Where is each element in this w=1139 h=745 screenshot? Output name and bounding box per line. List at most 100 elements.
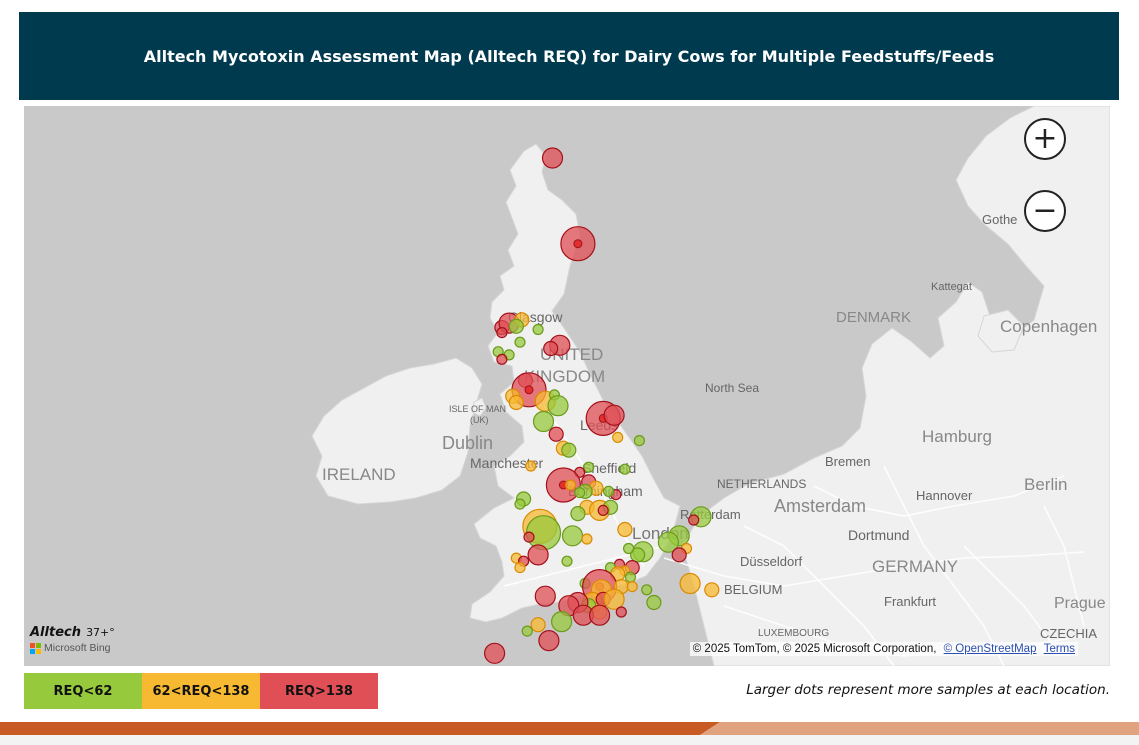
footer-stripe	[0, 722, 1139, 735]
label-belgium: BELGIUM	[724, 582, 783, 597]
openstreetmap-link[interactable]: © OpenStreetMap	[943, 643, 1037, 655]
map-marker-mid[interactable]	[525, 460, 537, 472]
label-frankfurt: Frankfurt	[884, 594, 936, 609]
map-marker-low[interactable]	[646, 594, 662, 611]
map-marker-high[interactable]	[688, 514, 700, 526]
map-marker-high[interactable]	[548, 426, 564, 442]
map-branding: Alltech 37+° Microsoft Bing	[30, 621, 115, 654]
map-marker-high[interactable]	[541, 147, 564, 169]
map-attribution: © 2025 TomTom, © 2025 Microsoft Corporat…	[689, 642, 1078, 656]
microsoft-logo-icon	[30, 642, 41, 654]
map-marker-low[interactable]	[532, 323, 544, 336]
label-berlin: Berlin	[1024, 475, 1067, 494]
map-marker-high[interactable]	[615, 606, 627, 618]
label-dortmund: Dortmund	[848, 527, 909, 543]
legend-label-low: REQ<62	[53, 683, 113, 699]
map-marker-mid[interactable]	[508, 394, 524, 411]
map-view[interactable]: Glasgow UNITED KINGDOM ISLE OF MAN (UK) …	[24, 106, 1110, 666]
label-hamburg: Hamburg	[922, 427, 992, 446]
zoom-in-button[interactable]: +	[1024, 118, 1066, 160]
map-marker-low[interactable]	[521, 625, 533, 637]
road-layer	[503, 405, 1085, 666]
map-marker-high[interactable]	[538, 629, 560, 652]
label-gothenburg: Gothe	[982, 212, 1017, 227]
alltech-logo: Alltech	[30, 625, 81, 640]
map-marker-low[interactable]	[641, 584, 653, 596]
map-marker-center	[573, 239, 583, 249]
label-luxembourg: LUXEMBOURG	[758, 628, 829, 639]
terms-link[interactable]: Terms	[1043, 643, 1075, 655]
label-germany: GERMANY	[872, 557, 958, 576]
label-bremen: Bremen	[825, 454, 871, 469]
label-uk: (UK)	[470, 415, 489, 425]
legend-item-high: REQ>138	[260, 673, 378, 709]
map-marker-low[interactable]	[570, 506, 586, 522]
map-marker-high[interactable]	[496, 353, 508, 365]
footer-band	[0, 735, 1139, 745]
size-note: Larger dots represent more samples at ea…	[746, 682, 1110, 698]
map-marker-low[interactable]	[514, 498, 526, 510]
map-marker-mid[interactable]	[626, 581, 638, 593]
label-dublin: Dublin	[442, 433, 493, 453]
label-isle-of-man: ISLE OF MAN	[449, 404, 506, 414]
land-ireland	[311, 357, 483, 505]
land-isle-of-man	[471, 397, 487, 417]
map-marker-high[interactable]	[603, 404, 625, 426]
attribution-text: © 2025 TomTom, © 2025 Microsoft Corporat…	[692, 643, 937, 655]
legend-item-mid: 62<REQ<138	[142, 673, 260, 709]
map-marker-mid[interactable]	[704, 582, 720, 598]
page-title: Alltech Mycotoxin Assessment Map (Alltec…	[143, 46, 995, 66]
map-marker-low[interactable]	[561, 555, 573, 567]
label-kattegat: Kattegat	[931, 281, 972, 293]
map-marker-high[interactable]	[588, 604, 611, 626]
legend-item-low: REQ<62	[24, 673, 142, 709]
bing-logo: Microsoft Bing	[44, 642, 111, 654]
map-marker-high[interactable]	[597, 504, 609, 516]
map-marker-low[interactable]	[619, 463, 631, 475]
marker-layer[interactable]	[484, 147, 720, 664]
map-marker-low[interactable]	[550, 610, 573, 633]
zoom-out-button[interactable]: −	[1024, 190, 1066, 232]
map-marker-low[interactable]	[657, 531, 680, 553]
basemap[interactable]: Glasgow UNITED KINGDOM ISLE OF MAN (UK) …	[24, 106, 1110, 666]
map-marker-mid[interactable]	[564, 479, 577, 491]
map-marker-mid[interactable]	[514, 562, 526, 574]
map-marker-high[interactable]	[671, 547, 687, 563]
label-dusseldorf: Düsseldorf	[740, 554, 803, 569]
map-marker-low[interactable]	[574, 487, 586, 499]
map-marker-low[interactable]	[532, 410, 555, 433]
map-marker-low[interactable]	[602, 485, 615, 497]
map-marker-low[interactable]	[629, 547, 646, 563]
map-marker-mid[interactable]	[617, 521, 633, 538]
label-manchester: Manchester	[470, 455, 543, 471]
map-marker-low[interactable]	[583, 461, 595, 473]
map-marker-low[interactable]	[547, 395, 569, 417]
legend-label-mid: 62<REQ<138	[152, 683, 250, 699]
map-marker-low[interactable]	[561, 525, 584, 547]
map-marker-low[interactable]	[633, 435, 646, 447]
map-marker-low[interactable]	[624, 571, 637, 583]
map-marker-high[interactable]	[496, 327, 508, 339]
plus-icon: +	[1032, 121, 1058, 156]
map-marker-mid[interactable]	[603, 588, 625, 610]
map-marker-high[interactable]	[484, 642, 506, 664]
label-prague: Prague	[1054, 595, 1106, 612]
map-marker-high[interactable]	[527, 544, 549, 566]
map-marker-high[interactable]	[534, 585, 556, 607]
legend: REQ<62 62<REQ<138 REQ>138	[24, 673, 378, 709]
map-marker-low[interactable]	[514, 336, 526, 348]
label-czechia: CZECHIA	[1040, 626, 1097, 641]
map-marker-center	[524, 385, 534, 395]
map-marker-low[interactable]	[508, 318, 524, 334]
map-marker-mid[interactable]	[581, 533, 593, 545]
minus-icon: −	[1032, 193, 1058, 228]
map-marker-mid[interactable]	[612, 431, 624, 443]
map-marker-low[interactable]	[622, 542, 635, 555]
header-banner: Alltech Mycotoxin Assessment Map (Alltec…	[19, 12, 1119, 100]
map-marker-low[interactable]	[561, 442, 577, 458]
map-marker-high[interactable]	[543, 340, 559, 357]
map-marker-mid[interactable]	[679, 572, 701, 595]
map-marker-mid[interactable]	[530, 617, 546, 633]
map-marker-high[interactable]	[523, 531, 535, 543]
label-denmark: DENMARK	[836, 309, 911, 326]
